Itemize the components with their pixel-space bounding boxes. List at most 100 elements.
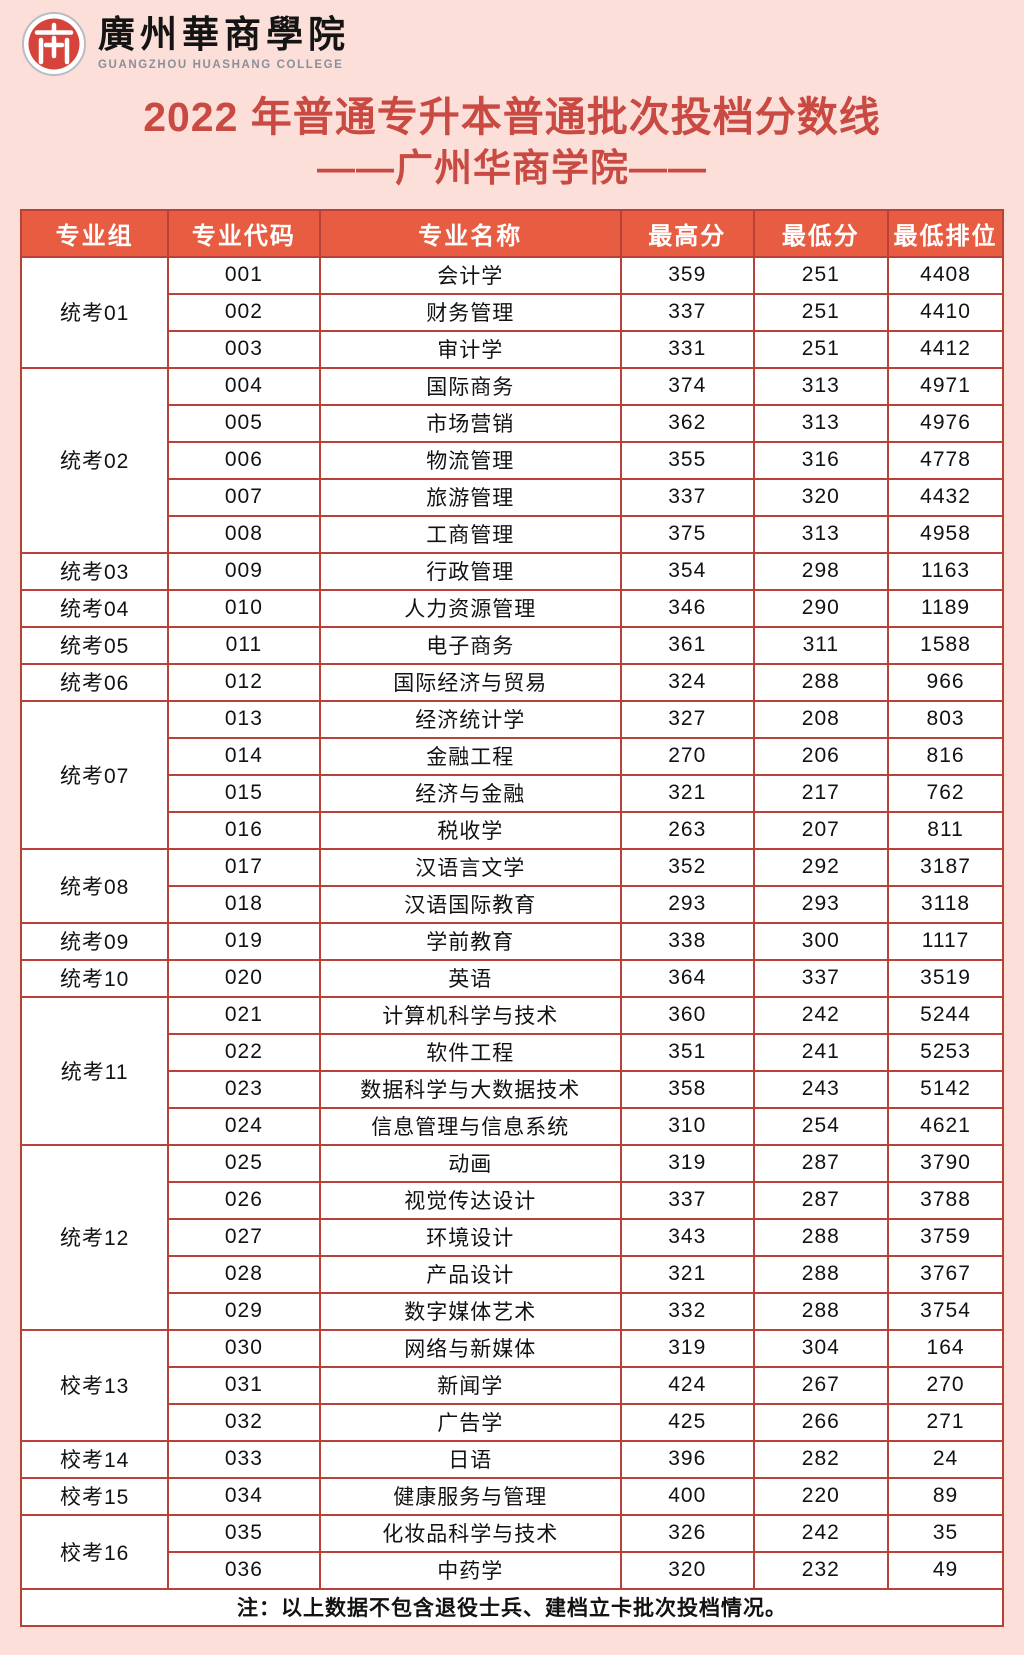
column-header-1: 专业代码 <box>167 208 321 258</box>
cell-major-name: 计算机科学与技术 <box>318 995 622 1035</box>
cell-max-score: 321 <box>619 773 755 813</box>
cell-min-score: 292 <box>752 847 890 887</box>
cell-min-score: 243 <box>752 1069 890 1109</box>
college-name-cn: 廣州華商學院 <box>98 15 350 57</box>
cell-code: 001 <box>167 255 321 295</box>
table-row: 008 工商管理 375 313 4958 <box>21 514 1004 554</box>
cell-min-score: 320 <box>752 477 890 517</box>
cell-code: 033 <box>167 1439 321 1479</box>
cell-code: 003 <box>167 329 321 369</box>
cell-max-score: 358 <box>619 1069 755 1109</box>
cell-major-name: 经济与金融 <box>318 773 622 813</box>
cell-min-rank: 4410 <box>887 292 1004 332</box>
cell-min-rank: 3118 <box>887 884 1004 924</box>
cell-min-score: 251 <box>752 292 890 332</box>
table-row: 校考15 034 健康服务与管理 400 220 89 <box>19 1476 1004 1516</box>
cell-max-score: 425 <box>619 1402 755 1442</box>
cell-code: 034 <box>167 1476 321 1516</box>
cell-group: 统考12 <box>19 1143 170 1331</box>
cell-min-score: 337 <box>752 958 890 998</box>
cell-min-score: 313 <box>752 403 890 443</box>
cell-min-rank: 89 <box>887 1476 1004 1516</box>
cell-max-score: 346 <box>619 588 755 628</box>
table-header-row: 专业组 专业代码 专业名称 最高分 最低分 最低排位 <box>19 208 1004 258</box>
cell-min-rank: 4971 <box>887 366 1004 406</box>
cell-code: 032 <box>167 1402 321 1442</box>
cell-max-score: 270 <box>619 736 755 776</box>
cell-min-rank: 4976 <box>887 403 1004 443</box>
cell-min-score: 220 <box>752 1476 890 1516</box>
cell-max-score: 362 <box>619 403 755 443</box>
cell-major-name: 英语 <box>318 958 622 998</box>
column-header-0: 专业组 <box>19 208 170 258</box>
cell-code: 029 <box>167 1291 321 1331</box>
cell-min-rank: 4408 <box>887 255 1004 295</box>
cell-major-name: 电子商务 <box>318 625 622 665</box>
table-row: 005 市场营销 362 313 4976 <box>21 403 1004 443</box>
column-header-3: 最高分 <box>619 208 755 258</box>
scores-table: 专业组 专业代码 专业名称 最高分 最低分 最低排位 统考01 001 会计学 359 251 44… <box>19 208 1004 1627</box>
table-row: 022 软件工程 351 241 5253 <box>21 1032 1004 1072</box>
cell-max-score: 327 <box>619 699 755 739</box>
cell-group: 统考02 <box>19 366 170 554</box>
cell-min-score: 288 <box>752 1291 890 1331</box>
cell-min-rank: 4778 <box>887 440 1004 480</box>
cell-group: 统考08 <box>19 847 170 924</box>
table-row: 027 环境设计 343 288 3759 <box>21 1217 1004 1257</box>
cell-major-name: 环境设计 <box>318 1217 622 1257</box>
table-row: 校考14 033 日语 396 282 24 <box>19 1439 1004 1479</box>
cell-code: 021 <box>167 995 321 1035</box>
cell-min-rank: 1163 <box>887 551 1004 591</box>
cell-max-score: 351 <box>619 1032 755 1072</box>
cell-code: 007 <box>167 477 321 517</box>
college-name-block: 廣州華商學院 GUANGZHOU HUASHANG COLLEGE <box>98 15 350 71</box>
cell-major-name: 日语 <box>318 1439 622 1479</box>
table-row: 006 物流管理 355 316 4778 <box>21 440 1004 480</box>
cell-min-score: 311 <box>752 625 890 665</box>
cell-min-rank: 164 <box>887 1328 1004 1368</box>
cell-code: 025 <box>167 1143 321 1183</box>
cell-min-rank: 3519 <box>887 958 1004 998</box>
cell-major-name: 会计学 <box>318 255 622 295</box>
cell-major-name: 物流管理 <box>318 440 622 480</box>
cell-min-score: 208 <box>752 699 890 739</box>
cell-min-score: 206 <box>752 736 890 776</box>
cell-max-score: 338 <box>619 921 755 961</box>
cell-min-rank: 966 <box>887 662 1004 702</box>
cell-min-score: 288 <box>752 662 890 702</box>
cell-major-name: 汉语言文学 <box>318 847 622 887</box>
cell-min-score: 282 <box>752 1439 890 1479</box>
table-row: 031 新闻学 424 267 270 <box>21 1365 1004 1405</box>
cell-min-score: 242 <box>752 995 890 1035</box>
cell-max-score: 263 <box>619 810 755 850</box>
cell-code: 018 <box>167 884 321 924</box>
cell-max-score: 332 <box>619 1291 755 1331</box>
cell-group: 统考05 <box>19 625 170 665</box>
table-row: 026 视觉传达设计 337 287 3788 <box>21 1180 1004 1220</box>
cell-major-name: 审计学 <box>318 329 622 369</box>
table-row: 统考05 011 电子商务 361 311 1588 <box>19 625 1004 665</box>
table-row: 统考12 025 动画 319 287 3790 <box>19 1143 1004 1331</box>
cell-group: 统考11 <box>19 995 170 1146</box>
cell-min-rank: 4412 <box>887 329 1004 369</box>
cell-min-score: 207 <box>752 810 890 850</box>
cell-max-score: 331 <box>619 329 755 369</box>
page-title: 2022 年普通专升本普通批次投档分数线 <box>143 94 881 140</box>
cell-min-score: 267 <box>752 1365 890 1405</box>
cell-min-score: 266 <box>752 1402 890 1442</box>
cell-max-score: 375 <box>619 514 755 554</box>
cell-max-score: 319 <box>619 1143 755 1183</box>
cell-major-name: 产品设计 <box>318 1254 622 1294</box>
cell-code: 008 <box>167 514 321 554</box>
table-row: 036 中药学 320 232 49 <box>21 1550 1004 1590</box>
cell-code: 035 <box>167 1513 321 1553</box>
cell-min-score: 251 <box>752 255 890 295</box>
cell-min-score: 287 <box>752 1143 890 1183</box>
cell-code: 030 <box>167 1328 321 1368</box>
cell-max-score: 360 <box>619 995 755 1035</box>
cell-max-score: 396 <box>619 1439 755 1479</box>
table-row: 016 税收学 263 207 811 <box>21 810 1004 850</box>
table-row: 002 财务管理 337 251 4410 <box>21 292 1004 332</box>
cell-group: 统考03 <box>19 551 170 591</box>
cell-major-name: 经济统计学 <box>318 699 622 739</box>
